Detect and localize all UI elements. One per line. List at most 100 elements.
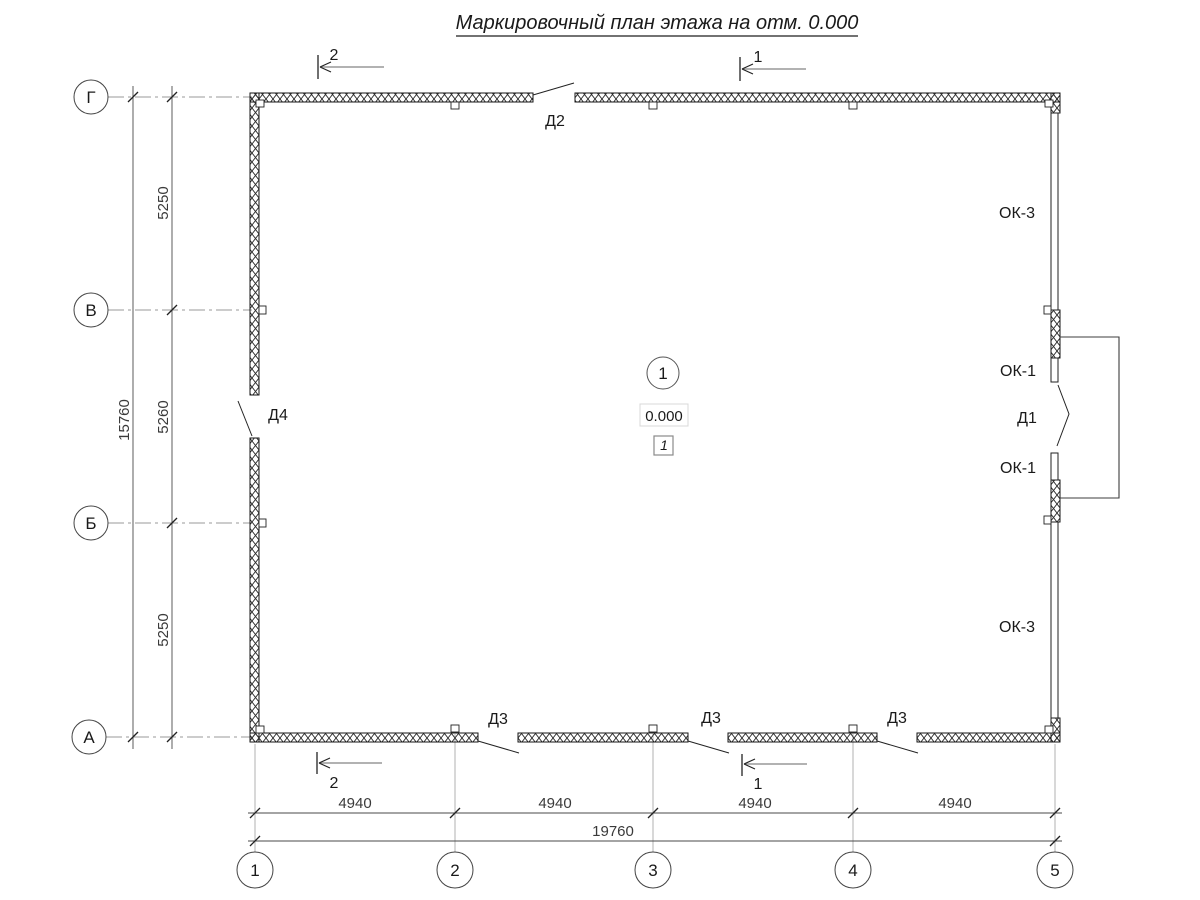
axis-bubble-g	[73, 79, 109, 115]
column-marker	[1043, 305, 1052, 315]
label-window-ok3-bottom: ОК-3	[999, 619, 1035, 636]
dim-tick	[166, 731, 178, 743]
axis-bubble-v	[73, 292, 109, 328]
column-marker	[255, 725, 265, 734]
column-marker	[1044, 725, 1054, 734]
dim-tick	[166, 91, 178, 103]
mark-labels: Д2 Д4 Д3 Д3 Д3 Д1 ОК-3 ОК-1 ОК-1 ОК-3	[268, 113, 1037, 728]
window-ok1-bottom	[1050, 452, 1059, 481]
dim-col-segment-3: 4940	[738, 795, 771, 812]
wall-right-pier-v	[1050, 309, 1061, 359]
room-number: 1	[658, 364, 667, 383]
section-marker-1-bottom: 1	[741, 754, 807, 793]
label-door-d3-1: Д3	[488, 711, 508, 728]
axis-label-v: В	[85, 301, 96, 320]
label-window-ok1-top: ОК-1	[1000, 363, 1036, 380]
label-door-d1: Д1	[1017, 410, 1037, 427]
axis-bubble-b	[73, 505, 109, 541]
section-label: 1	[754, 776, 763, 793]
dim-tick	[449, 807, 461, 819]
dim-col-segment-4: 4940	[938, 795, 971, 812]
axis-label-b: Б	[85, 514, 96, 533]
col-axis-bubbles: 1 2 3 4 5	[236, 851, 1074, 889]
elevation-value: 0.000	[645, 408, 683, 425]
label-window-ok1-bottom: ОК-1	[1000, 460, 1036, 477]
dim-tick	[1049, 807, 1061, 819]
row-axis-bubbles: Г В Б А	[71, 79, 109, 755]
column-marker	[255, 99, 265, 108]
axis-label-3: 3	[648, 861, 657, 880]
dim-row-segment-1: 5250	[155, 186, 172, 219]
column-marker	[848, 101, 858, 110]
axis-label-5: 5	[1050, 861, 1059, 880]
drawing-title: Маркировочный план этажа на отм. 0.000	[456, 12, 859, 34]
wall-right-pier-b	[1050, 479, 1061, 523]
column-marker	[450, 101, 460, 110]
dim-row-segment-3: 5250	[155, 613, 172, 646]
axis-label-2: 2	[450, 861, 459, 880]
axis-bubble-3	[634, 851, 672, 889]
door-leaf-d3-3	[876, 740, 919, 754]
label-door-d2: Д2	[545, 113, 565, 130]
label-window-ok3-top: ОК-3	[999, 205, 1035, 222]
windows	[1050, 112, 1059, 719]
wall-bottom-segment-2	[517, 732, 689, 743]
column-marker	[450, 724, 460, 733]
column-marker	[258, 305, 267, 315]
column-marker	[1044, 99, 1054, 108]
exterior-walls	[249, 92, 1061, 743]
floor-type-number: 1	[660, 437, 668, 453]
window-ok3-bottom	[1050, 521, 1059, 719]
dim-ticks-left	[127, 91, 178, 743]
section-marker-1-top: 1	[739, 49, 806, 81]
wall-bottom-segment-4	[916, 732, 1061, 743]
column-marker	[648, 724, 658, 733]
bottom-dimensions: 4940 4940 4940 4940 19760	[248, 795, 1062, 847]
axis-bubble-a	[71, 719, 107, 755]
grid-extension-lines	[254, 734, 1056, 852]
wall-left-upper-segment	[249, 92, 260, 396]
porch-outline	[1060, 336, 1120, 499]
column-markers	[255, 99, 1054, 734]
window-ok3-top	[1050, 112, 1059, 311]
door-leaf-d1	[1056, 384, 1070, 447]
axis-centerlines	[106, 96, 252, 738]
left-dimensions: 5250 5260 5250 15760	[116, 86, 178, 749]
axis-bubble-2	[436, 851, 474, 889]
column-marker	[648, 101, 658, 110]
room-number-circle	[646, 356, 680, 390]
window-ok1-top	[1050, 357, 1059, 383]
axis-bubble-4	[834, 851, 872, 889]
axis-label-4: 4	[848, 861, 857, 880]
section-marker-2-bottom: 2	[316, 752, 382, 792]
dim-tick	[127, 731, 139, 743]
label-door-d4: Д4	[268, 407, 288, 424]
dim-col-total: 19760	[592, 823, 634, 840]
door-leaf-d4	[237, 400, 253, 437]
column-marker	[258, 518, 267, 528]
axis-label-1: 1	[250, 861, 259, 880]
wall-top-right-segment	[574, 92, 1061, 103]
door-leaf-d3-2	[687, 740, 730, 754]
elevation-box	[639, 403, 689, 427]
door-leaf-d2	[532, 82, 575, 96]
wall-bottom-segment-1	[249, 732, 479, 743]
section-arrowhead	[319, 61, 332, 73]
dim-tick	[127, 91, 139, 103]
floor-type-box	[653, 435, 674, 456]
column-marker	[848, 724, 858, 733]
label-door-d3-2: Д3	[701, 710, 721, 727]
room-markers: 1 0.000 1	[639, 356, 689, 456]
axis-bubble-5	[1036, 851, 1074, 889]
section-label: 2	[330, 47, 339, 64]
wall-top-left-segment	[249, 92, 534, 103]
section-arrowhead	[743, 758, 756, 770]
section-arrowhead	[741, 63, 754, 75]
dim-row-segment-2: 5260	[155, 400, 172, 433]
dim-ticks-bottom	[249, 807, 1061, 847]
dim-tick	[847, 807, 859, 819]
section-markers: 2 1 2 1	[316, 47, 807, 793]
dim-tick	[249, 835, 261, 847]
dim-tick	[647, 807, 659, 819]
